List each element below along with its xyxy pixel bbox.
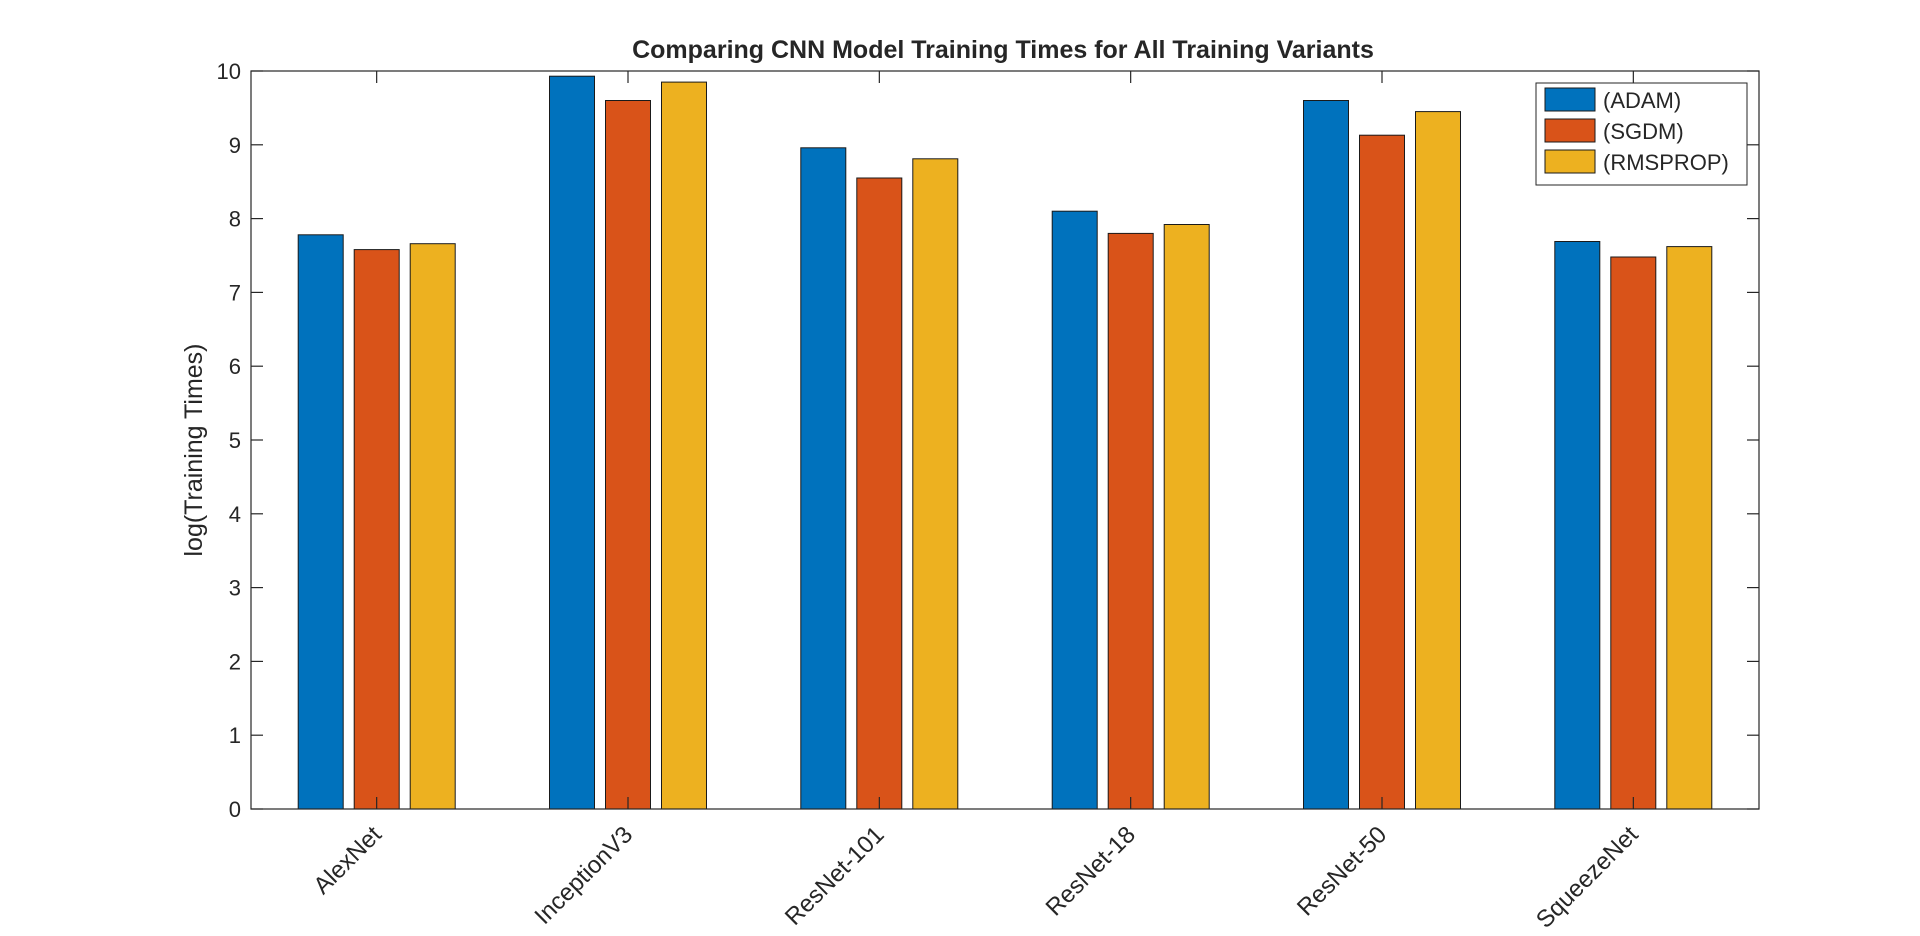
legend-swatch-s0 (1544, 87, 1596, 112)
y-tick-label: 5 (229, 428, 241, 453)
bar-resnet-50-s0 (1303, 100, 1349, 810)
y-tick-label: 3 (229, 576, 241, 601)
bar-resnet-18-s1 (1107, 232, 1154, 810)
y-tick-label: 1 (229, 723, 241, 748)
bar-resnet-18-s2 (1163, 224, 1210, 810)
y-axis-label: log(Training Times) (180, 343, 208, 556)
bars-group (297, 75, 1713, 810)
x-tick-label: InceptionV3 (530, 821, 639, 930)
legend-label-s2: (RMSPROP) (1603, 150, 1729, 175)
bar-resnet-101-s0 (800, 147, 847, 810)
bar-resnet-101-s1 (856, 177, 903, 810)
y-tick-label: 8 (229, 207, 241, 232)
legend: (ADAM) (SGDM) (RMSPROP) (1535, 82, 1748, 186)
legend-label-s1: (SGDM) (1603, 119, 1684, 144)
y-tick-label: 4 (229, 502, 241, 527)
plot-frame (250, 70, 1760, 810)
bar-squeezenet-s2 (1666, 246, 1713, 810)
bar-resnet-50-s2 (1415, 111, 1461, 810)
bar-resnet-50-s1 (1359, 134, 1405, 810)
bar-squeezenet-s1 (1610, 256, 1657, 810)
bar-inceptionv3-s1 (605, 100, 651, 810)
x-tick-label: SqueezeNet (1531, 821, 1644, 934)
x-tick-label: AlexNet (308, 821, 387, 900)
bar-resnet-18-s0 (1051, 210, 1098, 810)
bar-inceptionv3-s2 (661, 81, 707, 810)
bar-alexnet-s1 (353, 249, 400, 810)
bar-inceptionv3-s0 (549, 75, 595, 810)
y-tick-label: 0 (229, 797, 241, 822)
y-tick-label: 6 (229, 354, 241, 379)
x-tick-label: ResNet-18 (1041, 821, 1141, 921)
x-tick-label: ResNet-101 (780, 821, 890, 931)
y-tick-label: 10 (217, 59, 241, 84)
y-tick-label: 2 (229, 649, 241, 674)
y-tick-label: 7 (229, 280, 241, 305)
bar-squeezenet-s0 (1554, 241, 1601, 810)
legend-swatch-s2 (1544, 149, 1596, 174)
bar-resnet-101-s2 (912, 158, 959, 810)
bar-alexnet-s2 (409, 243, 456, 810)
x-tick-label: ResNet-50 (1292, 821, 1392, 921)
chart-title: Comparing CNN Model Training Times for A… (632, 36, 1374, 64)
bar-alexnet-s0 (297, 234, 344, 810)
y-tick-label: 9 (229, 133, 241, 158)
legend-label-s0: (ADAM) (1603, 88, 1681, 113)
legend-swatch-s1 (1544, 118, 1596, 143)
